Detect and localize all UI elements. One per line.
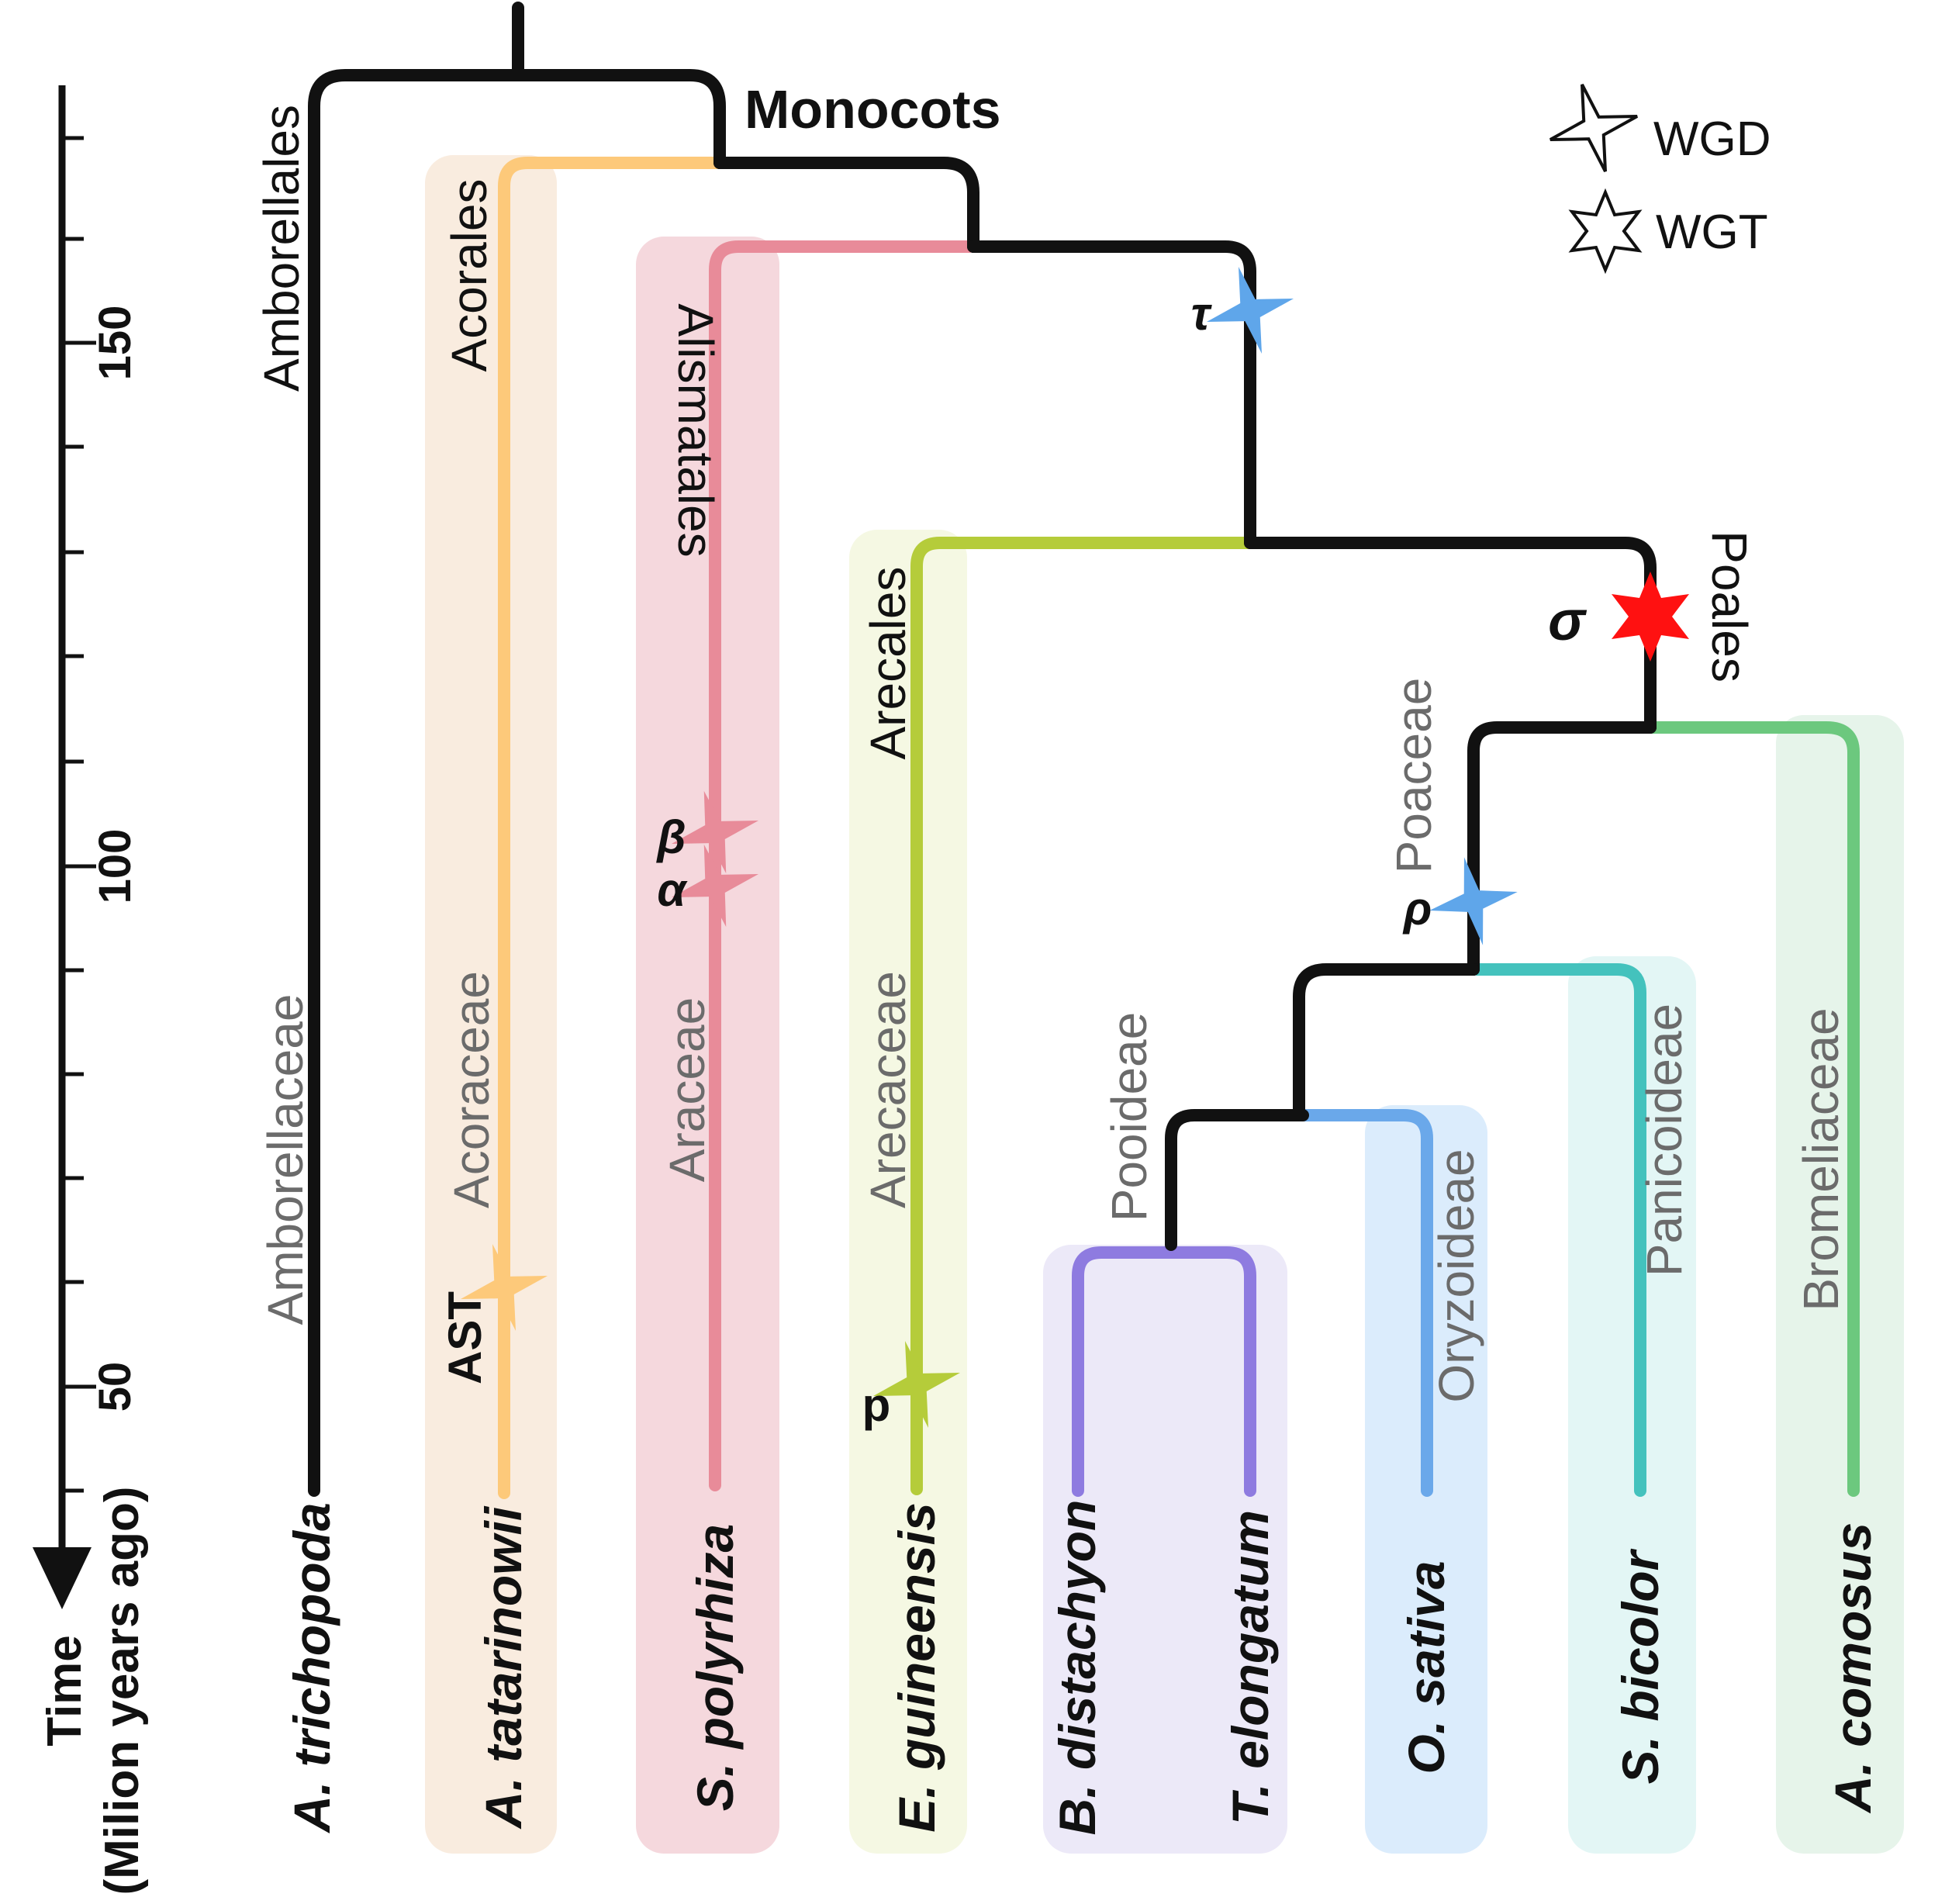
order-poales: Poales: [1702, 530, 1757, 682]
family-amborellaceae: Amborellaceae: [257, 994, 313, 1325]
event-sigma-label: σ: [1548, 590, 1588, 652]
tick-100: 100: [90, 829, 140, 904]
tick-150: 150: [90, 306, 140, 381]
acorales-panel: [425, 155, 557, 1854]
species-a-trichopoda: A. trichopoda: [283, 1502, 340, 1833]
family-oryzoideae: Oryzoideae: [1429, 1149, 1484, 1402]
event-tau-label: τ: [1191, 288, 1213, 340]
clade-title-monocots: Monocots: [745, 79, 1001, 140]
event-p-label: p: [862, 1379, 891, 1431]
order-alismatales: Alismatales: [668, 303, 724, 557]
branch-pooideae: [1072, 1246, 1256, 1497]
family-poaceae: Poaceae: [1386, 678, 1442, 874]
tick-50: 50: [90, 1362, 140, 1412]
axis-label-unit: (Milion years ago): [95, 1486, 149, 1895]
order-amborellales: Amborellales: [254, 105, 309, 392]
family-pooideae: Pooideae: [1101, 1012, 1157, 1222]
species-t-elongatum: T. elongatum: [1221, 1510, 1279, 1825]
species-a-tatarinowii: A. tatarinowii: [475, 1505, 532, 1830]
branch-bromeliaceae: [1646, 721, 1860, 1497]
species-e-guineensis: E. guineensis: [888, 1502, 945, 1832]
wgd-legend-star-icon: [1550, 84, 1638, 172]
wgd-star-tau-icon: [1206, 266, 1294, 354]
wgt-star-sigma-icon: [1612, 572, 1689, 662]
wgd-star-ast-icon: [460, 1243, 548, 1332]
arecales-panel: [849, 530, 967, 1854]
family-bromeliaceae: Bromeliaceae: [1793, 1007, 1849, 1311]
bromeliaceae-panel: [1776, 715, 1904, 1854]
species-a-comosus: A. comosus: [1824, 1522, 1881, 1814]
alismatales-panel: [636, 237, 779, 1854]
species-s-bicolor: S. bicolor: [1612, 1548, 1669, 1784]
order-arecales: Arecales: [860, 567, 916, 760]
wgd-star-p-icon: [872, 1340, 961, 1429]
axis-label: Time: [38, 1635, 92, 1747]
event-beta-label: β: [655, 811, 686, 863]
legend: WGD WGT: [1550, 84, 1771, 275]
branch-alismatales: [709, 240, 976, 1491]
event-ast-label: AST: [439, 1291, 491, 1384]
branch-acorales: [498, 157, 726, 1499]
legend-wgd-label: WGD: [1653, 112, 1771, 166]
backbone: [308, 2, 1657, 1497]
pooideae-panel: [1043, 1245, 1287, 1854]
event-rho-label: ρ: [1402, 883, 1432, 935]
panicoideae-panel: [1568, 956, 1696, 1854]
wgd-star-alpha-icon: [671, 844, 759, 928]
species-o-sativa: O. sativa: [1397, 1560, 1455, 1774]
family-arecaceae: Arecaceae: [860, 971, 916, 1208]
wgd-star-rho-icon: [1429, 857, 1518, 945]
species-b-distachyon: B. distachyon: [1049, 1500, 1106, 1836]
family-araceae: Araceae: [659, 997, 715, 1182]
wgd-star-beta-icon: [671, 790, 759, 874]
family-acoraceae: Acoraceae: [444, 971, 499, 1208]
branch-panicoideae: [1471, 963, 1646, 1497]
branch-oryzoideae: [1297, 1109, 1433, 1497]
time-axis: 150 100 50 Time (Milion years ago): [33, 85, 149, 1895]
wgt-legend-star-icon: [1568, 188, 1643, 275]
event-alpha-label: α: [657, 864, 688, 916]
family-panicoideae: Panicoideae: [1636, 1004, 1692, 1277]
branch-arecales: [910, 537, 1255, 1495]
axis-arrow-icon: [33, 1547, 92, 1609]
order-acorales: Acorales: [441, 179, 497, 372]
species-s-polyrhiza: S. polyrhiza: [686, 1524, 744, 1811]
legend-wgt-label: WGT: [1656, 206, 1768, 259]
